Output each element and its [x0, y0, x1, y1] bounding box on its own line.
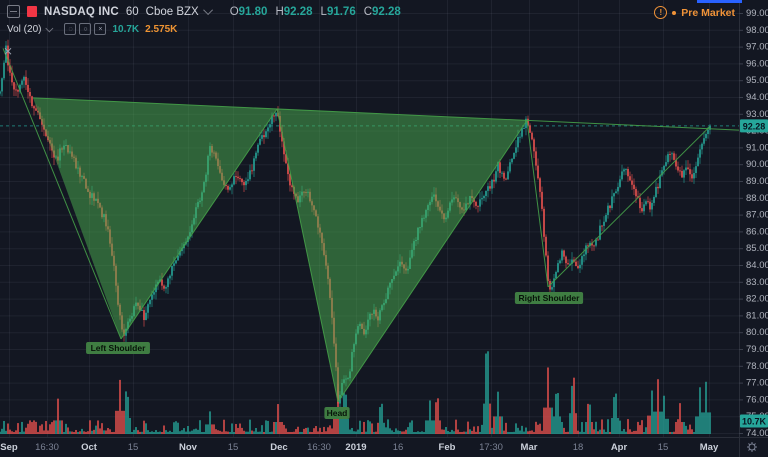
svg-text:92.28: 92.28	[743, 121, 766, 131]
price-axis-label: 82.00	[746, 294, 768, 305]
time-axis-label: Apr	[611, 442, 628, 453]
pattern-label-right-shoulder[interactable]: Right Shoulder	[514, 292, 584, 304]
symbol-logo	[27, 6, 37, 17]
time-axis-label: Sep	[0, 442, 18, 453]
price-axis-label: 93.00	[746, 109, 768, 120]
open-value: 91.80	[238, 5, 268, 18]
time-axis-label: 15	[658, 442, 669, 453]
time-axis-label: 2019	[345, 442, 366, 453]
pattern-trendline[interactable]	[276, 108, 339, 403]
price-axis-label: 96.00	[746, 58, 768, 69]
price-axis-label: 77.00	[746, 378, 768, 389]
market-status: ! Pre Market	[654, 6, 735, 19]
indicator-settings-icon[interactable]: ○	[79, 23, 92, 35]
head-and-shoulders-pattern[interactable]	[2, 48, 740, 403]
time-axis-label: Oct	[81, 442, 98, 453]
close-label: C	[363, 5, 373, 18]
chevron-down-icon[interactable]	[202, 5, 213, 16]
time-axis-label: 16	[393, 442, 404, 453]
volume-value: 10.7K	[112, 23, 140, 35]
time-axis-label: Mar	[521, 442, 538, 453]
price-axis-label: 94.00	[746, 92, 768, 103]
ohlc-readout: O91.80 H92.28 L91.76 C92.28	[230, 6, 401, 18]
low-label: L	[320, 5, 327, 18]
premarket-label: Pre Market	[681, 6, 735, 19]
price-axis-label: 84.00	[746, 260, 768, 271]
exchange-name[interactable]: Cboe BZX	[145, 5, 199, 18]
current-price-badge: 92.28	[740, 119, 768, 133]
svg-text:Left Shoulder: Left Shoulder	[91, 343, 146, 353]
price-axis-label: 98.00	[746, 25, 768, 36]
price-axis-label: 74.00	[746, 428, 768, 439]
price-axis-label: 78.00	[746, 361, 768, 372]
pattern-trendline[interactable]	[32, 97, 740, 131]
time-axis-label: Nov	[179, 442, 198, 453]
chevron-down-icon[interactable]	[45, 23, 54, 32]
symbol-legend: NASDAQ INC 60 Cboe BZX O91.80 H92.28 L91…	[7, 5, 401, 18]
pattern-fill-left	[33, 97, 277, 339]
current-volume-badge: 10.7K	[740, 414, 768, 428]
pattern-trendline[interactable]	[337, 120, 528, 403]
axis-settings-gear-icon[interactable]	[747, 442, 757, 452]
svg-text:Right Shoulder: Right Shoulder	[519, 293, 581, 303]
price-axis-label: 99.00	[746, 8, 768, 19]
price-axis-label: 89.00	[746, 176, 768, 187]
price-axis-label: 81.00	[746, 310, 768, 321]
legend-menu-icon[interactable]	[7, 5, 20, 18]
high-value: 92.28	[283, 5, 313, 18]
high-label: H	[275, 5, 284, 18]
pattern-trendline[interactable]	[547, 126, 711, 288]
hide-indicator-icon[interactable]: ◌	[64, 23, 77, 35]
price-axis-label: 95.00	[746, 75, 768, 86]
top-blue-strip	[697, 0, 742, 3]
price-axis-label: 91.00	[746, 142, 768, 153]
open-label: O	[229, 5, 239, 18]
time-axis-label: 17:30	[479, 442, 503, 453]
symbol-name[interactable]: NASDAQ INC	[44, 5, 119, 18]
svg-text:10.7K: 10.7K	[742, 417, 767, 427]
pattern-trendline[interactable]	[526, 120, 549, 287]
price-axis-label: 83.00	[746, 277, 768, 288]
drawing-anchor-icon[interactable]	[4, 47, 12, 55]
price-axis-label: 76.00	[746, 394, 768, 405]
time-axis-label: 16:30	[35, 442, 59, 453]
time-axis-label: May	[700, 442, 719, 453]
volume-bars	[0, 351, 711, 434]
price-axis-label: 86.00	[746, 226, 768, 237]
close-value: 92.28	[372, 5, 401, 18]
price-axis-label: 80.00	[746, 327, 768, 338]
time-axis-label: 16:30	[307, 442, 331, 453]
time-axis-label: 15	[128, 442, 139, 453]
indicator-name[interactable]: Vol (20)	[7, 23, 42, 35]
price-axis-label: 90.00	[746, 159, 768, 170]
volume-indicator-legend: Vol (20) ◌ ○ × 10.7K 2.575K	[7, 23, 177, 35]
time-axis-label: Dec	[270, 442, 287, 453]
low-value: 91.76	[326, 5, 356, 18]
time-axis[interactable]: Sep 16:30 Oct 15 Nov 15 Dec 16:30 2019 16 Feb 17:30…	[0, 442, 719, 453]
premarket-dot-icon	[672, 10, 677, 15]
time-axis-label: 18	[573, 442, 584, 453]
pattern-trendline[interactable]	[120, 108, 278, 340]
time-axis-label: Feb	[439, 442, 456, 453]
price-axis-label: 97.00	[746, 42, 768, 53]
pattern-label-left-shoulder[interactable]: Left Shoulder	[86, 342, 150, 354]
time-axis-label: 15	[228, 442, 239, 453]
pattern-label-head[interactable]: Head	[324, 407, 350, 419]
price-axis-label: 85.00	[746, 243, 768, 254]
price-axis-label: 88.00	[746, 193, 768, 204]
price-axis-label: 87.00	[746, 210, 768, 221]
pattern-trendline[interactable]	[2, 48, 122, 340]
alert-icon[interactable]: !	[654, 6, 668, 19]
pattern-fill-middle	[277, 108, 527, 402]
price-axis-label: 79.00	[746, 344, 768, 355]
chart-interval[interactable]: 60	[125, 5, 139, 18]
volume-ma-value: 2.575K	[145, 23, 178, 35]
remove-indicator-icon[interactable]: ×	[94, 23, 107, 35]
svg-text:Head: Head	[327, 408, 348, 418]
